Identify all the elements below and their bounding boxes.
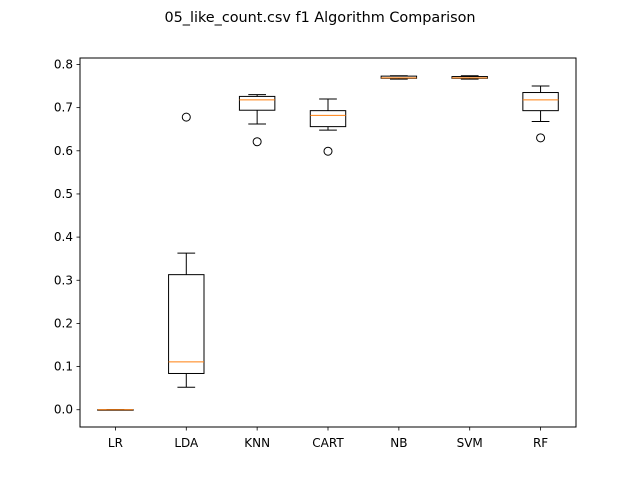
x-tick-label-3: CART [312, 436, 344, 450]
y-tick-label-0: 0.0 [54, 403, 73, 417]
plot-content: 0.0 0.1 0.2 0.3 0.4 0.5 0.6 0.7 0.8 LR LDA KNN CART N… [54, 57, 559, 450]
outlier-rf-0 [536, 133, 546, 143]
x-tick-label-1: LDA [174, 436, 199, 450]
outlier-knn-0 [252, 137, 262, 147]
x-tick-label-2: KNN [244, 436, 270, 450]
y-tick-label-6: 0.6 [54, 144, 73, 158]
outlier-cart-0 [323, 146, 333, 156]
y-tick-label-7: 0.7 [54, 101, 73, 115]
box-lda [168, 112, 205, 388]
iqr-box-knn [238, 95, 276, 111]
y-tick-label-3: 0.3 [54, 273, 73, 287]
y-tick-label-8: 0.8 [54, 57, 73, 71]
outlier-lda-0 [181, 112, 191, 122]
y-tick-label-4: 0.4 [54, 230, 73, 244]
x-tick-label-0: LR [108, 436, 123, 450]
box-nb [380, 75, 418, 80]
box-svm [451, 75, 488, 80]
plot-frame [79, 57, 577, 428]
chart-title: 05_like_count.csv f1 Algorithm Compariso… [164, 10, 475, 26]
x-tick-label-6: RF [533, 436, 548, 450]
box-cart [309, 98, 347, 156]
iqr-box-lda [168, 274, 205, 374]
y-tick-label-2: 0.2 [54, 316, 73, 330]
y-tick-label-1: 0.1 [54, 360, 73, 374]
iqr-box-cart [309, 110, 347, 128]
x-tick-label-5: SVM [457, 436, 483, 450]
box-rf [522, 85, 559, 143]
box-knn [238, 94, 276, 147]
box-lr [97, 409, 134, 411]
iqr-box-rf [522, 92, 559, 112]
x-tick-label-4: NB [390, 436, 407, 450]
y-tick-label-5: 0.5 [54, 187, 73, 201]
